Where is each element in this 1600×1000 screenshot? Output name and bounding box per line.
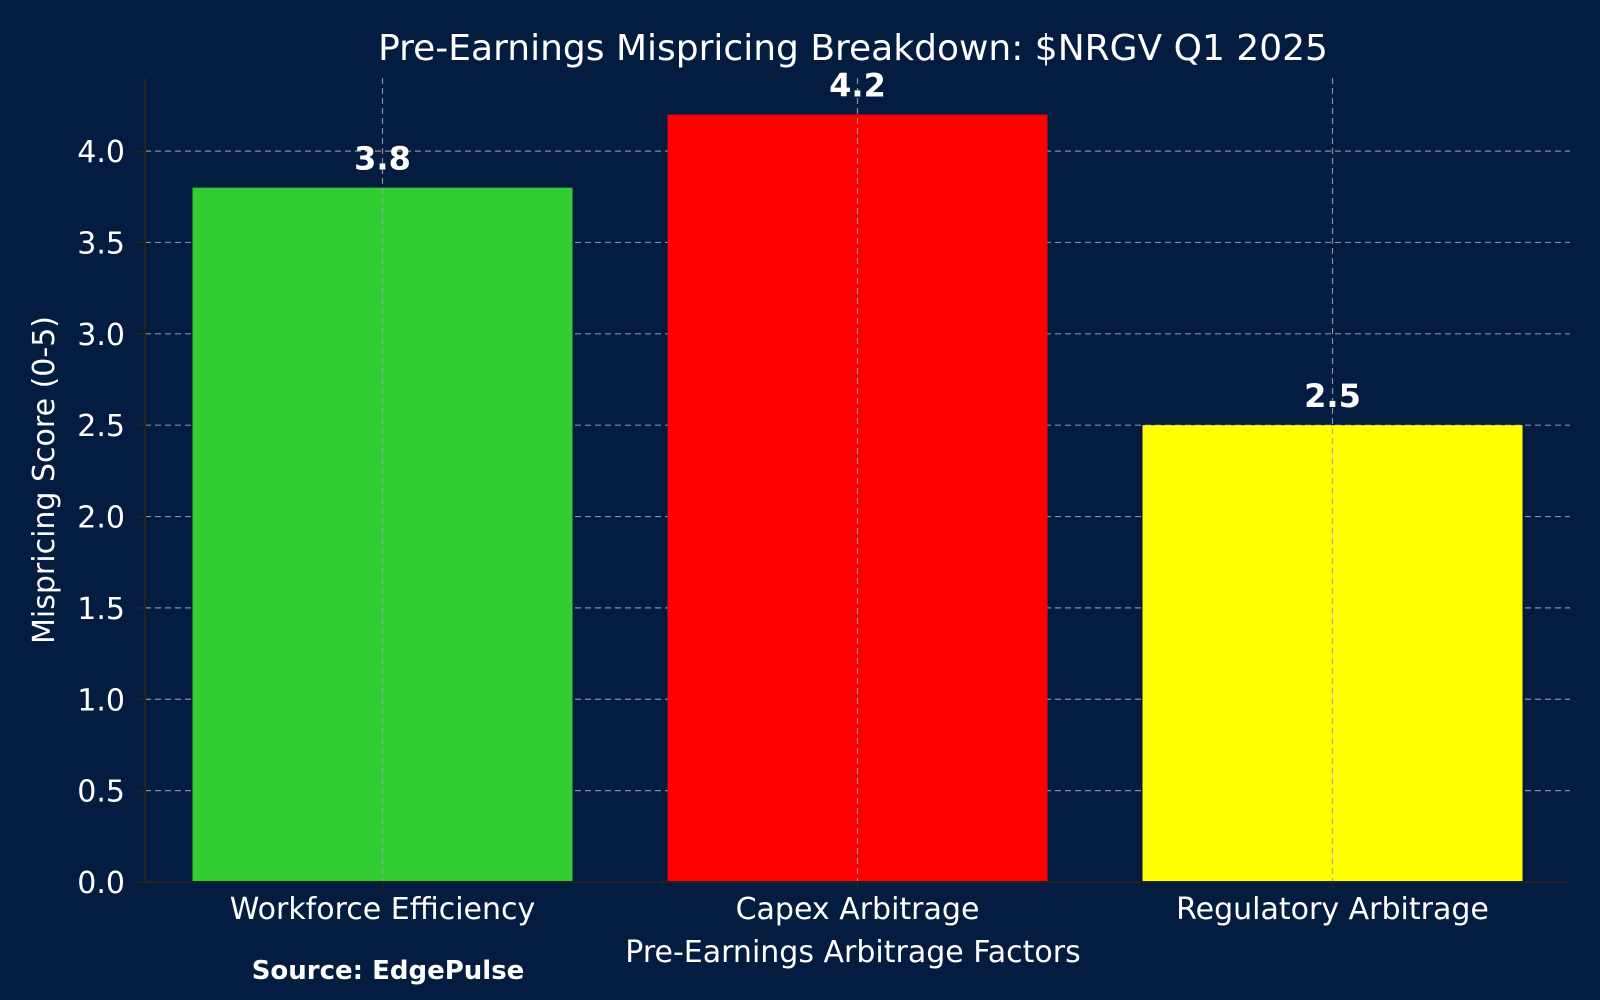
y-tick-label: 0.5 — [77, 775, 125, 810]
bar-value-labels: 3.8 4.2 2.5 — [354, 67, 1361, 416]
chart-title: Pre-Earnings Mispricing Breakdown: $NRGV… — [378, 28, 1328, 69]
y-tick-label: 3.5 — [77, 226, 125, 261]
x-tick-label: Capex Arbitrage — [736, 892, 980, 927]
y-tick-label: 1.0 — [77, 683, 125, 718]
bar-value-label: 4.2 — [829, 67, 886, 105]
y-tick-label: 3.0 — [77, 318, 125, 353]
source-label: Source: EdgePulse — [252, 956, 525, 986]
y-tick-label: 4.0 — [77, 135, 125, 170]
y-tick-label: 2.0 — [77, 501, 125, 536]
vertical-grid-layer — [381, 78, 1334, 882]
x-axis-label: Pre-Earnings Arbitrage Factors — [625, 935, 1080, 970]
x-tick-label: Workforce Efficiency — [230, 892, 536, 927]
axes-layer — [137, 78, 1570, 890]
bar-value-label: 3.8 — [354, 140, 411, 178]
bar-value-label: 2.5 — [1304, 377, 1361, 415]
y-tick-label: 2.5 — [77, 409, 125, 444]
y-axis-label: Mispricing Score (0-5) — [27, 316, 62, 644]
x-tick-labels: Workforce Efficiency Capex Arbitrage Regul… — [230, 892, 1489, 927]
y-tick-labels: 0.0 0.5 1.0 1.5 2.0 2.5 3.0 3.5 4.0 — [77, 135, 125, 901]
x-tick-label: Regulatory Arbitrage — [1176, 892, 1489, 927]
y-tick-label: 1.5 — [77, 592, 125, 627]
y-tick-label: 0.0 — [77, 866, 125, 901]
